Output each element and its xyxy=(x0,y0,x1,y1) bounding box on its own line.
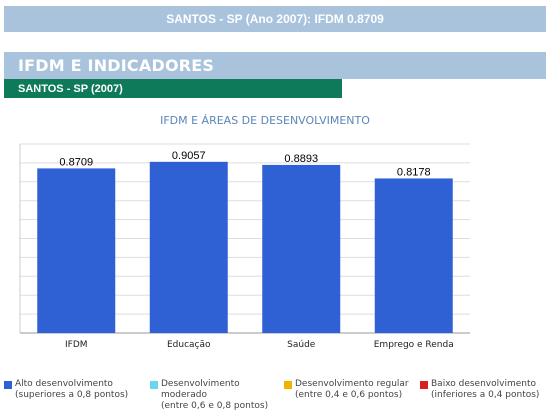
chart-container: IFDM E ÁREAS DE DESENVOLVIMENTO 0.8709 IFD… xyxy=(0,104,550,366)
legend-label-high: Alto desenvolvimento xyxy=(15,379,113,389)
top-banner-title: SANTOS - SP (Ano 2007): IFDM 0.8709 xyxy=(166,12,384,26)
legend-swatch-high xyxy=(4,381,12,389)
section-title: IFDM E INDICADORES xyxy=(18,56,215,75)
legend: Alto desenvolvimento (superiores a 0,8 p… xyxy=(4,379,550,411)
sub-header: SANTOS - SP (2007) xyxy=(4,79,342,98)
data-label-2: 0.8893 xyxy=(284,153,318,165)
bar-0 xyxy=(37,168,116,333)
category-label-3: Emprego e Renda xyxy=(374,340,454,350)
data-label-1: 0.9057 xyxy=(172,150,206,162)
top-banner: SANTOS - SP (Ano 2007): IFDM 0.8709 xyxy=(4,6,546,32)
legend-range-regular: (entre 0,4 e 0,6 pontos) xyxy=(295,390,403,400)
legend-item-moderate: Desenvolvimento moderado (entre 0,6 e 0,… xyxy=(150,379,284,411)
legend-range-high: (superiores a 0,8 pontos) xyxy=(15,390,129,400)
legend-item-regular: Desenvolvimento regular (entre 0,4 e 0,6… xyxy=(284,379,420,409)
legend-label-regular: Desenvolvimento regular xyxy=(295,379,409,389)
legend-label-moderate: Desenvolvimento moderado xyxy=(161,379,240,400)
category-label-1: Educação xyxy=(167,340,211,350)
section-header: IFDM E INDICADORES xyxy=(4,52,546,79)
legend-swatch-regular xyxy=(284,381,292,389)
legend-swatch-low xyxy=(420,381,428,389)
legend-item-low: Baixo desenvolvimento (inferiores a 0,4 … xyxy=(420,379,548,409)
chart-title: IFDM E ÁREAS DE DESENVOLVIMENTO xyxy=(160,114,370,127)
bar-3 xyxy=(374,178,453,333)
legend-label-low: Baixo desenvolvimento xyxy=(431,379,536,389)
legend-swatch-moderate xyxy=(150,381,158,389)
bar-1 xyxy=(149,161,228,333)
legend-range-low: (inferiores a 0,4 pontos) xyxy=(431,390,540,400)
legend-item-high: Alto desenvolvimento (superiores a 0,8 p… xyxy=(4,379,150,409)
data-label-3: 0.8178 xyxy=(397,166,431,178)
bar-2 xyxy=(262,164,341,333)
subsection-title: SANTOS - SP (2007) xyxy=(18,82,123,95)
data-label-0: 0.8709 xyxy=(59,156,93,168)
bar-chart: IFDM E ÁREAS DE DESENVOLVIMENTO 0.8709 IFD… xyxy=(19,114,470,350)
category-label-2: Saúde xyxy=(287,340,316,350)
category-label-0: IFDM xyxy=(65,340,88,350)
legend-range-moderate: (entre 0,6 e 0,8 pontos) xyxy=(161,401,269,411)
